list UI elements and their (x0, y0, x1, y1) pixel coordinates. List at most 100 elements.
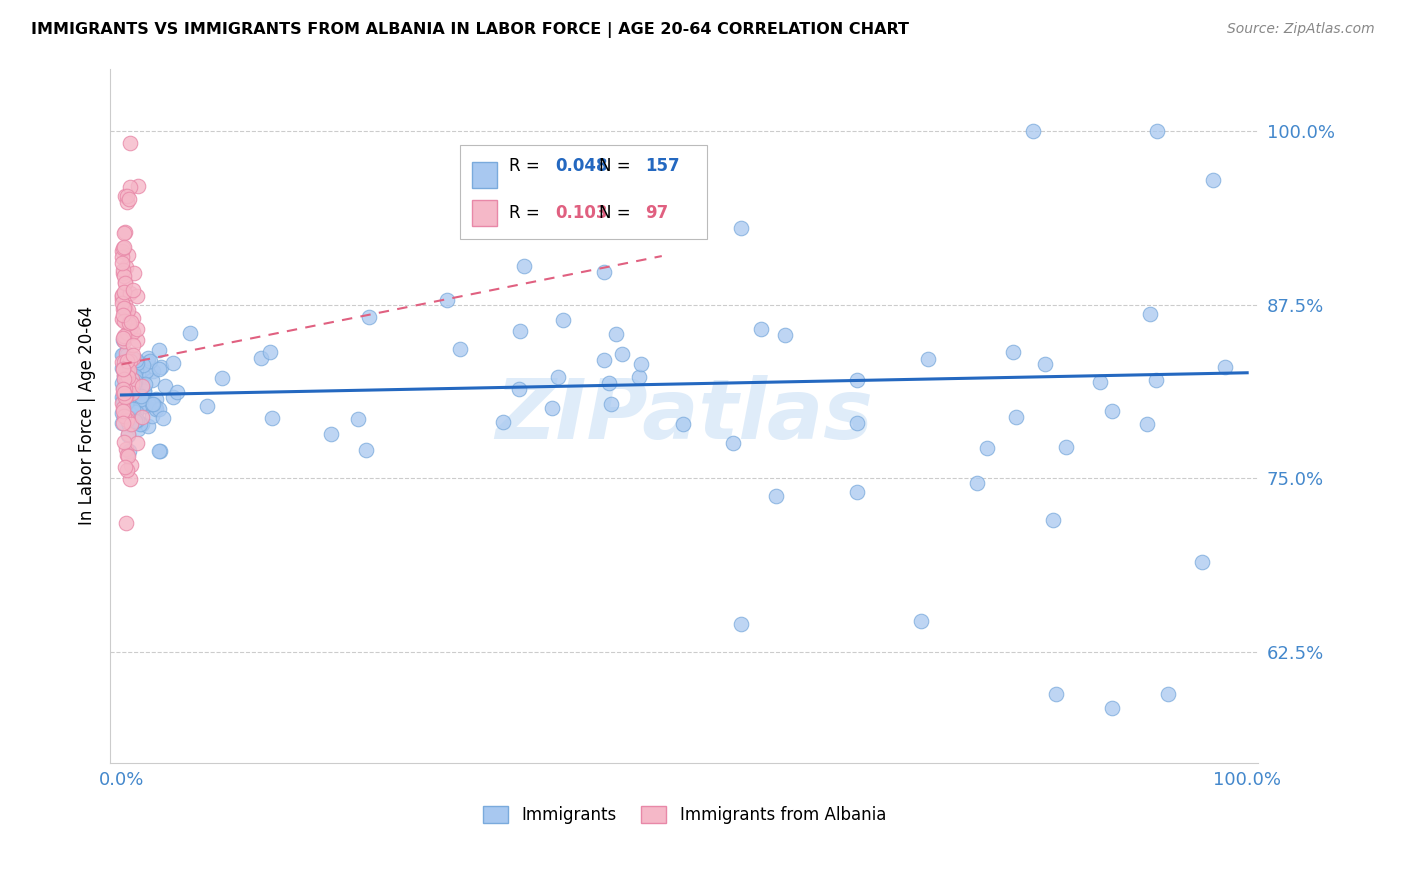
Point (765, 489, 787, 503)
Point (1042, 513, 1064, 527)
Point (845, 485, 868, 500)
Point (112, 435, 135, 450)
Point (111, 381, 134, 395)
Point (114, 391, 136, 405)
Point (124, 267, 146, 281)
Point (112, 266, 135, 280)
Point (145, 392, 167, 406)
Point (129, 389, 152, 403)
Point (547, 370, 569, 384)
Point (115, 353, 138, 368)
Point (143, 400, 166, 414)
Text: N =: N = (599, 204, 636, 222)
Point (149, 443, 172, 458)
Point (319, 427, 342, 442)
Point (249, 351, 271, 365)
Point (111, 295, 134, 310)
Point (127, 367, 149, 381)
Point (127, 333, 149, 347)
Point (111, 292, 134, 306)
Point (127, 179, 149, 194)
Text: 157: 157 (645, 158, 681, 176)
Point (112, 361, 135, 376)
Text: Source: ZipAtlas.com: Source: ZipAtlas.com (1227, 22, 1375, 37)
Point (672, 417, 695, 431)
Point (111, 390, 134, 404)
Point (117, 386, 139, 401)
Point (124, 381, 146, 395)
Point (127, 355, 149, 369)
Point (120, 373, 142, 387)
Point (121, 401, 143, 416)
Point (121, 377, 143, 392)
Point (111, 386, 134, 401)
Point (179, 326, 201, 341)
Point (120, 389, 142, 403)
Point (124, 363, 146, 377)
Point (845, 373, 868, 387)
Point (121, 337, 143, 351)
Point (121, 361, 143, 376)
Point (112, 403, 135, 417)
Point (125, 436, 148, 450)
Point (111, 250, 134, 264)
Point (509, 324, 531, 338)
Text: ZIPatlas: ZIPatlas (495, 376, 873, 457)
FancyBboxPatch shape (460, 145, 707, 239)
Point (121, 383, 143, 397)
Point (127, 421, 149, 435)
Point (436, 293, 458, 308)
Point (122, 402, 145, 417)
Point (148, 443, 170, 458)
Point (111, 256, 134, 270)
Point (115, 396, 138, 410)
Point (166, 385, 188, 400)
Point (112, 393, 135, 408)
Point (111, 348, 134, 362)
Point (115, 260, 138, 274)
Point (121, 378, 143, 392)
Point (917, 351, 939, 366)
Point (1215, 359, 1237, 374)
Point (118, 473, 141, 487)
Point (114, 389, 136, 403)
Point (115, 374, 138, 388)
Point (1005, 409, 1028, 424)
Point (605, 327, 627, 342)
Point (117, 450, 139, 464)
Point (117, 363, 139, 377)
Point (132, 369, 155, 384)
Point (118, 363, 141, 377)
Text: R =: R = (509, 204, 544, 222)
Point (134, 399, 156, 413)
Point (141, 373, 163, 387)
Point (134, 377, 156, 392)
Point (112, 226, 135, 240)
Bar (472, 200, 498, 227)
Point (118, 316, 141, 330)
Point (141, 409, 163, 423)
Point (112, 314, 135, 328)
Point (111, 289, 134, 303)
Point (112, 372, 135, 386)
Point (121, 385, 143, 400)
Text: IMMIGRANTS VS IMMIGRANTS FROM ALBANIA IN LABOR FORCE | AGE 20-64 CORRELATION CHA: IMMIGRANTS VS IMMIGRANTS FROM ALBANIA IN… (31, 22, 908, 38)
Point (114, 369, 136, 384)
Point (118, 401, 141, 416)
Point (114, 225, 136, 239)
Point (162, 356, 184, 370)
Point (1001, 345, 1024, 359)
Point (356, 443, 378, 458)
Point (114, 268, 136, 283)
Point (112, 386, 135, 401)
Point (630, 357, 652, 371)
Point (114, 189, 136, 203)
Point (132, 384, 155, 399)
Text: 0.048: 0.048 (555, 158, 609, 176)
Point (114, 277, 136, 291)
Point (114, 301, 136, 316)
Point (118, 193, 141, 207)
Point (118, 443, 141, 458)
Point (598, 376, 620, 390)
Point (112, 329, 135, 343)
